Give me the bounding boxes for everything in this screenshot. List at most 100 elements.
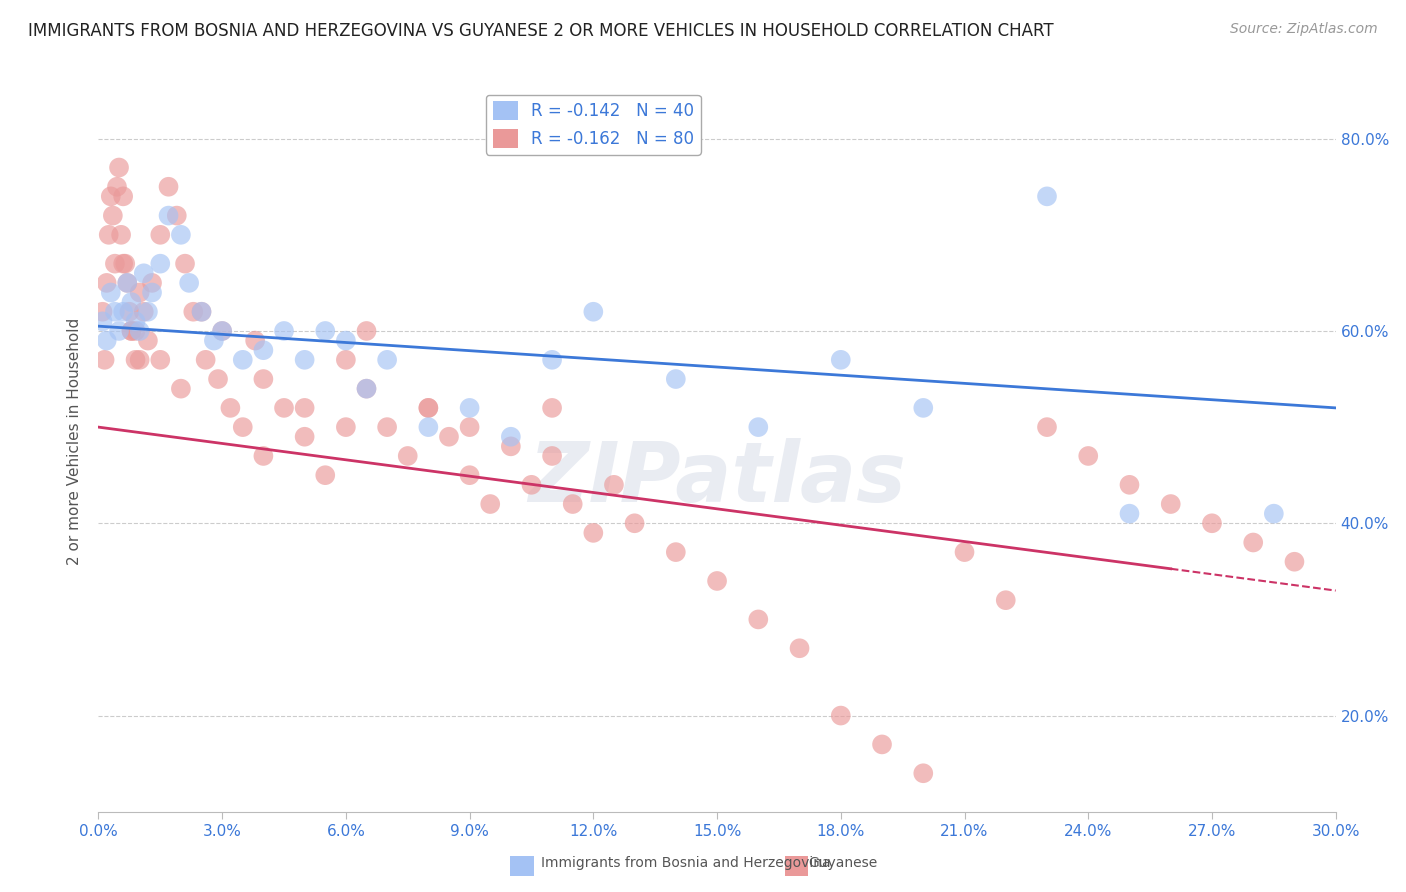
Point xyxy=(561,497,583,511)
Legend: R = -0.142   N = 40, R = -0.162   N = 80: R = -0.142 N = 40, R = -0.162 N = 80 xyxy=(486,95,700,154)
Point xyxy=(1263,507,1285,521)
Point xyxy=(294,352,316,367)
Point xyxy=(1118,507,1140,521)
Point xyxy=(252,449,274,463)
Point xyxy=(117,276,139,290)
Point xyxy=(273,401,295,415)
Point xyxy=(603,478,626,492)
Text: IMMIGRANTS FROM BOSNIA AND HERZEGOVINA VS GUYANESE 2 OR MORE VEHICLES IN HOUSEHO: IMMIGRANTS FROM BOSNIA AND HERZEGOVINA V… xyxy=(28,22,1053,40)
Point xyxy=(437,430,460,444)
Point xyxy=(100,285,122,300)
Point xyxy=(149,227,172,242)
Text: ZIPatlas: ZIPatlas xyxy=(529,438,905,519)
Point xyxy=(396,449,419,463)
Point xyxy=(335,420,357,434)
Point xyxy=(211,324,233,338)
Text: Source: ZipAtlas.com: Source: ZipAtlas.com xyxy=(1230,22,1378,37)
Point xyxy=(582,304,605,318)
Point xyxy=(830,708,852,723)
Text: Immigrants from Bosnia and Herzegovina: Immigrants from Bosnia and Herzegovina xyxy=(541,856,831,871)
Point xyxy=(252,372,274,386)
Point xyxy=(108,324,131,338)
Point xyxy=(418,401,440,415)
Point xyxy=(117,276,139,290)
Point xyxy=(789,641,811,656)
Point xyxy=(232,420,254,434)
Point xyxy=(912,766,935,780)
Point xyxy=(747,420,769,434)
Point xyxy=(170,382,193,396)
Point xyxy=(181,304,204,318)
Point xyxy=(141,285,163,300)
Point xyxy=(418,420,440,434)
Point xyxy=(541,401,564,415)
Point xyxy=(1077,449,1099,463)
Point xyxy=(108,161,131,175)
Point xyxy=(128,352,150,367)
Point xyxy=(356,382,378,396)
Point xyxy=(128,324,150,338)
Point xyxy=(112,304,135,318)
Point xyxy=(375,420,398,434)
Point xyxy=(202,334,225,348)
Point xyxy=(91,314,114,328)
Point xyxy=(232,352,254,367)
Point xyxy=(136,304,159,318)
Point xyxy=(166,209,188,223)
Point xyxy=(157,179,180,194)
Point xyxy=(243,334,266,348)
Point xyxy=(314,468,336,483)
Text: Guyanese: Guyanese xyxy=(808,856,877,871)
Point xyxy=(1118,478,1140,492)
Point xyxy=(479,497,502,511)
Point xyxy=(458,401,481,415)
Point xyxy=(207,372,229,386)
Point xyxy=(96,276,118,290)
FancyBboxPatch shape xyxy=(510,856,534,876)
Point xyxy=(96,334,118,348)
Point xyxy=(1284,555,1306,569)
Point xyxy=(541,352,564,367)
Point xyxy=(458,468,481,483)
Point xyxy=(105,179,128,194)
Point xyxy=(499,430,522,444)
Point xyxy=(120,295,142,310)
Point xyxy=(665,372,688,386)
Point xyxy=(273,324,295,338)
Point xyxy=(1201,516,1223,531)
Point xyxy=(97,227,120,242)
Point xyxy=(870,738,893,752)
Point xyxy=(1241,535,1264,549)
Point xyxy=(112,189,135,203)
Point xyxy=(314,324,336,338)
Point xyxy=(132,304,155,318)
Point xyxy=(356,382,378,396)
Point xyxy=(141,276,163,290)
Point xyxy=(541,449,564,463)
Point xyxy=(499,439,522,453)
Point xyxy=(294,430,316,444)
Point xyxy=(179,276,201,290)
Point xyxy=(665,545,688,559)
Point xyxy=(124,324,146,338)
Point xyxy=(124,314,146,328)
Point xyxy=(118,304,141,318)
Point xyxy=(623,516,645,531)
Point xyxy=(104,257,127,271)
Point xyxy=(582,525,605,540)
Point xyxy=(747,612,769,626)
Point xyxy=(100,189,122,203)
Point xyxy=(170,227,193,242)
Y-axis label: 2 or more Vehicles in Household: 2 or more Vehicles in Household xyxy=(67,318,83,566)
Point xyxy=(149,257,172,271)
Point xyxy=(136,334,159,348)
Point xyxy=(157,209,180,223)
Point xyxy=(335,352,357,367)
Point xyxy=(335,334,357,348)
Point xyxy=(1036,420,1059,434)
Point xyxy=(1160,497,1182,511)
Point xyxy=(375,352,398,367)
Point xyxy=(101,209,124,223)
Point xyxy=(211,324,233,338)
Point xyxy=(120,324,142,338)
